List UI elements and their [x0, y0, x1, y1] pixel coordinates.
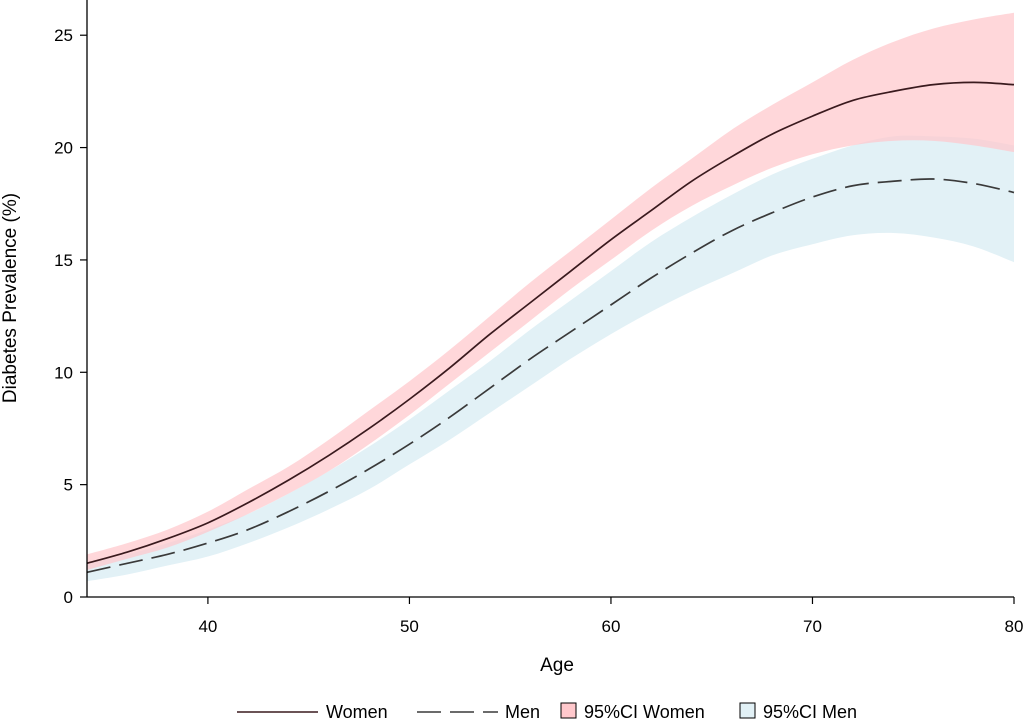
legend-swatch-ci-men: [739, 702, 756, 719]
y-tick-label-15: 15: [54, 251, 73, 270]
series-line-women: [86, 81, 1015, 565]
y-tick-label-0: 0: [64, 588, 73, 607]
ci-band-men: [87, 135, 1014, 582]
y-axis-title: Diabetes Prevalence (%): [0, 193, 21, 403]
x-ticks: 40 50 60 70 80: [198, 597, 1023, 636]
x-tick-label-70: 70: [803, 617, 822, 636]
y-tick-label-10: 10: [54, 363, 73, 382]
x-tick-label-60: 60: [601, 617, 620, 636]
legend-label-women: Women: [326, 702, 388, 722]
ci-band-women: [87, 12, 1014, 571]
y-tick-label-20: 20: [54, 139, 73, 158]
axes: [86, 0, 1014, 598]
legend-label-men: Men: [505, 702, 540, 722]
series-lines: [86, 81, 1015, 574]
legend: Women Men 95%CI Women 95%CI Men: [237, 702, 857, 722]
legend-label-ci-men: 95%CI Men: [763, 702, 857, 722]
y-ticks: 0 5 10 15 20 25: [54, 26, 87, 607]
x-tick-label-50: 50: [400, 617, 419, 636]
legend-swatch-ci-women: [560, 702, 577, 719]
series-line-men: [86, 178, 1015, 574]
x-tick-label-80: 80: [1005, 617, 1024, 636]
y-tick-label-5: 5: [64, 476, 73, 495]
legend-label-ci-women: 95%CI Women: [584, 702, 705, 722]
x-axis-title: Age: [540, 655, 574, 676]
x-tick-label-40: 40: [198, 617, 217, 636]
y-tick-label-25: 25: [54, 26, 73, 45]
confidence-bands: [87, 12, 1014, 582]
